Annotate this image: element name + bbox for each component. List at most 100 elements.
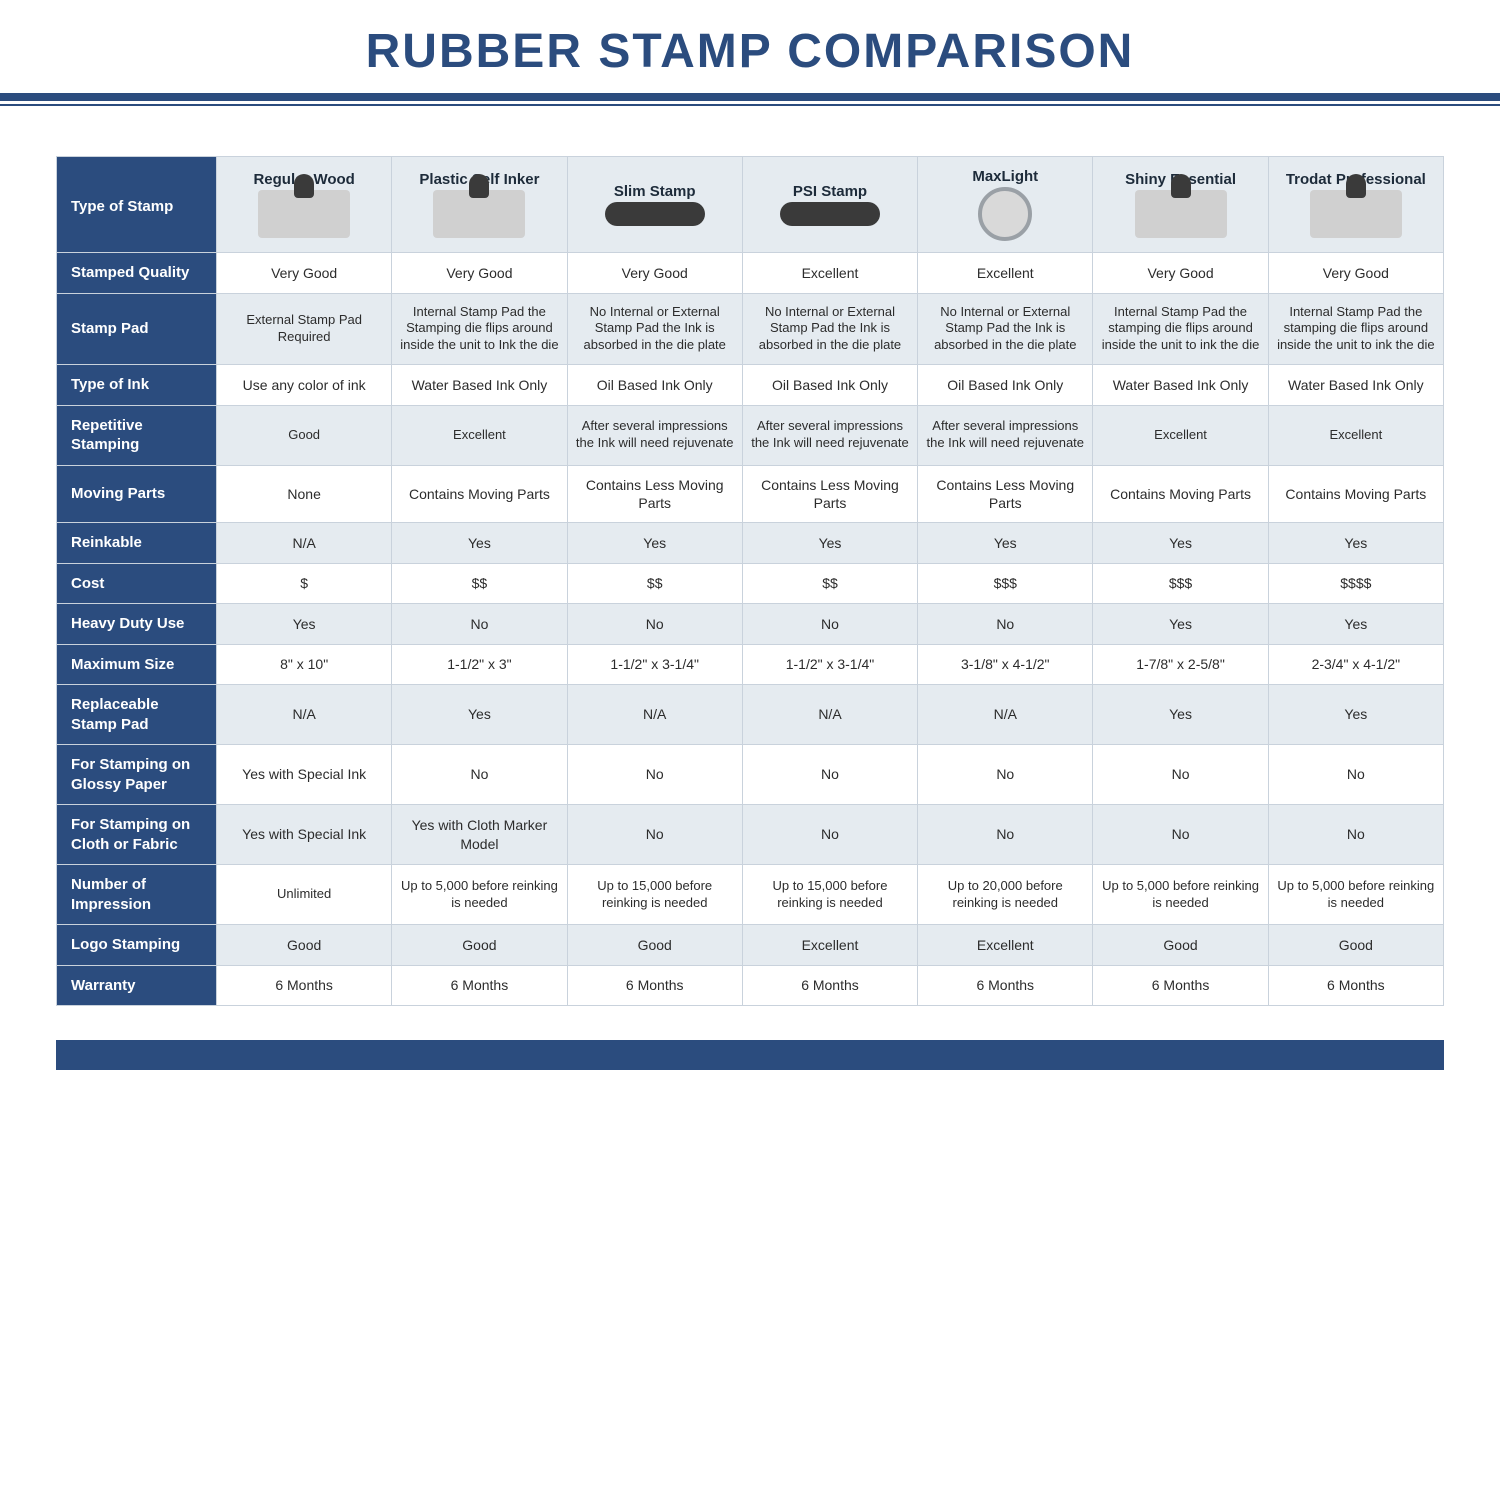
col-header: MaxLight [918,157,1093,253]
row-header: Heavy Duty Use [57,604,217,645]
cell: No [918,604,1093,645]
rule-thick [0,93,1500,101]
cell: $$$$ [1268,563,1443,604]
row-header: Maximum Size [57,644,217,685]
col-header: PSI Stamp [742,157,917,253]
cell: No Internal or External Stamp Pad the In… [742,293,917,365]
table-row: For Stamping on Cloth or FabricYes with … [57,805,1444,865]
cell: Very Good [1093,253,1268,294]
cell: 6 Months [392,965,567,1006]
cell: Very Good [1268,253,1443,294]
cell: Yes [918,523,1093,564]
title-block: RUBBER STAMP COMPARISON [0,0,1500,120]
cell: External Stamp Pad Required [217,293,392,365]
cell: No Internal or External Stamp Pad the In… [567,293,742,365]
table-row: Cost$$$$$$$$$$$$$$$$$ [57,563,1444,604]
cell: 6 Months [567,965,742,1006]
cell: Oil Based Ink Only [742,365,917,406]
cell: Excellent [918,925,1093,966]
cell: 6 Months [918,965,1093,1006]
cell: Yes [217,604,392,645]
cell: Yes with Special Ink [217,805,392,865]
cell: 1-1/2" x 3" [392,644,567,685]
cell: No [742,745,917,805]
cell: No [1093,805,1268,865]
cell: Up to 20,000 before reinking is needed [918,865,1093,925]
cell: 1-1/2" x 3-1/4" [742,644,917,685]
cell: Yes [1093,604,1268,645]
cell: Yes [392,523,567,564]
cell: N/A [217,685,392,745]
cell: After several impressions the Ink will n… [918,405,1093,465]
row-header: Number of Impression [57,865,217,925]
cell: $$ [567,563,742,604]
table-row: Replaceable Stamp PadN/AYesN/AN/AN/AYesY… [57,685,1444,745]
cell: No [567,604,742,645]
table-body: Stamped QualityVery GoodVery GoodVery Go… [57,253,1444,1006]
table-row: Stamped QualityVery GoodVery GoodVery Go… [57,253,1444,294]
cell: No [918,805,1093,865]
row-header: Type of Ink [57,365,217,406]
rule-thin [0,104,1500,106]
row-header: Warranty [57,965,217,1006]
cell: No [567,805,742,865]
table-row: Type of InkUse any color of inkWater Bas… [57,365,1444,406]
footer-bar [56,1040,1444,1070]
cell: 6 Months [742,965,917,1006]
cell: Good [1093,925,1268,966]
cell: After several impressions the Ink will n… [567,405,742,465]
cell: 8" x 10" [217,644,392,685]
cell: Yes [1268,685,1443,745]
cell: Yes with Cloth Marker Model [392,805,567,865]
cell: $$ [742,563,917,604]
cell: Contains Moving Parts [1268,465,1443,522]
cell: None [217,465,392,522]
cell: Water Based Ink Only [392,365,567,406]
cell: No [1093,745,1268,805]
title-rules [0,79,1500,106]
cell: Contains Less Moving Parts [742,465,917,522]
table-row: Stamp PadExternal Stamp Pad RequiredInte… [57,293,1444,365]
col-header: Regular Wood [217,157,392,253]
row-header: For Stamping on Cloth or Fabric [57,805,217,865]
cell: 3-1/8" x 4-1/2" [918,644,1093,685]
cell: 6 Months [1268,965,1443,1006]
cell: Good [217,925,392,966]
cell: Yes [742,523,917,564]
cell: N/A [918,685,1093,745]
cell: 1-7/8" x 2-5/8" [1093,644,1268,685]
corner-cell: Type of Stamp [57,157,217,253]
stamp-icon [978,187,1032,241]
table-row: Repetitive StampingGoodExcellentAfter se… [57,405,1444,465]
cell: Yes [392,685,567,745]
cell: Excellent [918,253,1093,294]
table-row: Number of ImpressionUnlimitedUp to 5,000… [57,865,1444,925]
comparison-table-wrap: Type of Stamp Regular Wood Plastic Self … [0,120,1500,1006]
row-header: Cost [57,563,217,604]
stamp-icon [258,190,350,238]
row-header: For Stamping on Glossy Paper [57,745,217,805]
row-header: Stamp Pad [57,293,217,365]
col-header: Trodat Professional [1268,157,1443,253]
row-header: Logo Stamping [57,925,217,966]
cell: 6 Months [217,965,392,1006]
cell: Very Good [217,253,392,294]
stamp-icon [605,202,705,226]
cell: $$$ [918,563,1093,604]
cell: Up to 15,000 before reinking is needed [567,865,742,925]
cell: Unlimited [217,865,392,925]
cell: No [1268,805,1443,865]
cell: 6 Months [1093,965,1268,1006]
cell: Yes with Special Ink [217,745,392,805]
cell: After several impressions the Ink will n… [742,405,917,465]
cell: Excellent [392,405,567,465]
table-row: For Stamping on Glossy PaperYes with Spe… [57,745,1444,805]
stamp-icon [1135,190,1227,238]
table-row: Maximum Size8" x 10"1-1/2" x 3"1-1/2" x … [57,644,1444,685]
cell: Yes [567,523,742,564]
cell: 1-1/2" x 3-1/4" [567,644,742,685]
cell: Good [217,405,392,465]
cell: Yes [1268,523,1443,564]
cell: Oil Based Ink Only [567,365,742,406]
cell: Yes [1268,604,1443,645]
